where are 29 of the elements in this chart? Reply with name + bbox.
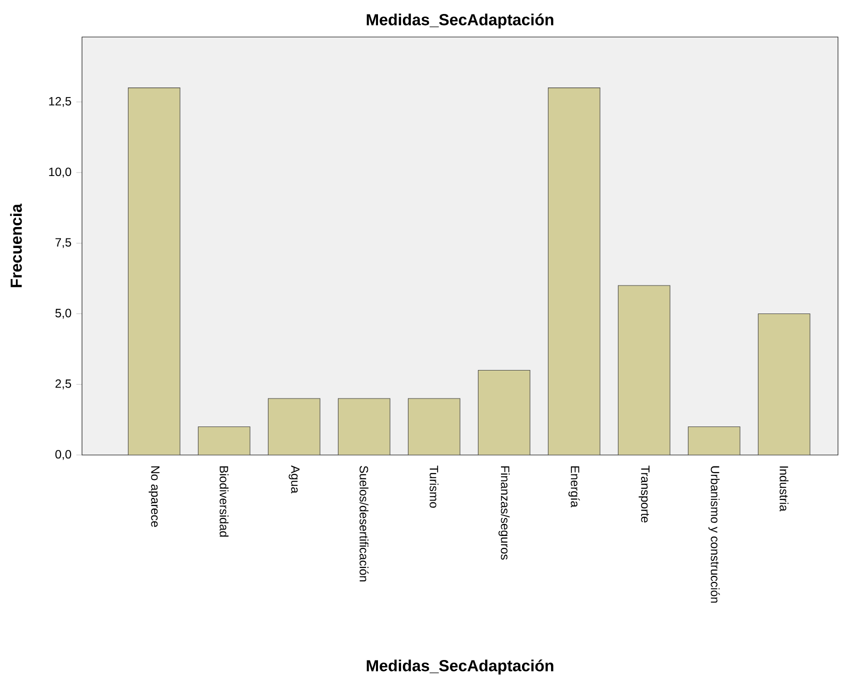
- bar: [548, 88, 600, 455]
- x-tick-label: Energía: [568, 466, 580, 508]
- y-tick-label: 10,0: [49, 168, 72, 178]
- y-tick-label: 7,5: [56, 238, 72, 248]
- x-tick-label: Industria: [780, 466, 788, 512]
- bar: [128, 88, 180, 455]
- x-axis-title: Medidas_SecAdaptación: [366, 659, 554, 675]
- x-tick-label: Agua: [288, 465, 300, 494]
- bar: [408, 398, 460, 455]
- bar: [268, 398, 320, 455]
- y-tick-label: 2,5: [56, 379, 72, 390]
- x-tick-label: Suelos/desertificación: [360, 466, 369, 582]
- y-axis-title: Frecuencia: [10, 204, 22, 288]
- y-tick-label: 0,0: [55, 450, 72, 460]
- bar: [338, 398, 390, 455]
- y-tick-label: 5,0: [55, 308, 72, 319]
- chart-title: Medidas_SecAdaptación: [366, 13, 554, 29]
- bar: [198, 426, 250, 455]
- x-tick-label: Biodiversidad: [220, 466, 229, 537]
- bar: [758, 314, 810, 455]
- x-tick-label: Finanzas/seguros: [498, 466, 510, 560]
- bar: [478, 370, 530, 455]
- x-tick-label: No aparece: [148, 466, 160, 527]
- x-tick-label: Turismo: [430, 466, 439, 508]
- bar: [688, 426, 740, 455]
- bar: [618, 285, 670, 455]
- x-tick-label: Urbanismo y construcción: [708, 466, 720, 603]
- x-tick-label: Transporte: [638, 466, 650, 522]
- y-tick-label: 12,5: [49, 96, 72, 107]
